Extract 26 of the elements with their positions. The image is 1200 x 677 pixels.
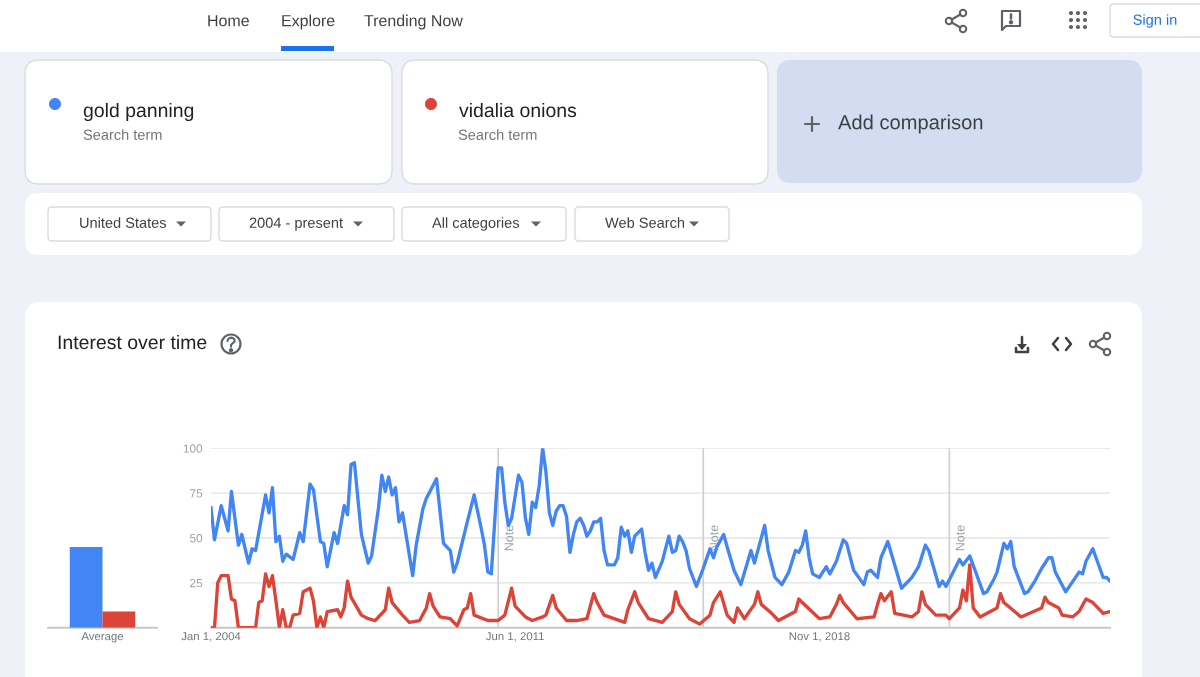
x-tick-label: Nov 1, 2018 [789, 632, 850, 642]
chart-title: Interest over time [58, 334, 207, 350]
text: Add comparison [838, 114, 983, 134]
text: Search term [83, 129, 162, 140]
text: 2004 - present [249, 217, 343, 231]
text: Web Search [605, 217, 685, 228]
text: Search term [458, 129, 537, 140]
x-tick-label: Jan 1, 2004 [181, 632, 241, 642]
y-tick-label: 100 [183, 444, 203, 453]
line-series [211, 563, 1110, 628]
x-tick-label: Average [81, 632, 124, 643]
y-tick-label: 75 [190, 489, 203, 498]
text: Explore [282, 14, 335, 30]
x-tick-label: Jun 1, 2011 [485, 632, 544, 642]
text: Home [208, 15, 249, 27]
text: Sign in [1133, 14, 1177, 28]
text: All categories [432, 217, 520, 231]
text: United States [80, 217, 167, 228]
y-tick-label: 50 [190, 534, 203, 543]
line-series [211, 448, 1110, 596]
ref-line-label: Note [504, 525, 514, 551]
text: Trending Now [364, 14, 463, 30]
legend-label: gold panning [83, 102, 194, 122]
legend-label: vidalia onions [459, 102, 577, 118]
y-tick-label: 25 [190, 578, 203, 588]
ref-line-label: Note [955, 525, 965, 551]
